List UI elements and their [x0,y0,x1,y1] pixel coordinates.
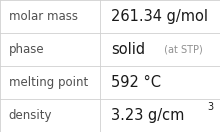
Text: solid: solid [111,42,145,57]
Text: phase: phase [9,43,44,56]
Text: melting point: melting point [9,76,88,89]
Text: (at STP): (at STP) [161,44,202,55]
Text: molar mass: molar mass [9,10,78,23]
Text: 3: 3 [207,102,214,112]
Text: 592 °C: 592 °C [111,75,161,90]
Text: 3.23 g/cm: 3.23 g/cm [111,108,185,123]
Text: 261.34 g/mol: 261.34 g/mol [111,9,208,24]
Text: density: density [9,109,52,122]
